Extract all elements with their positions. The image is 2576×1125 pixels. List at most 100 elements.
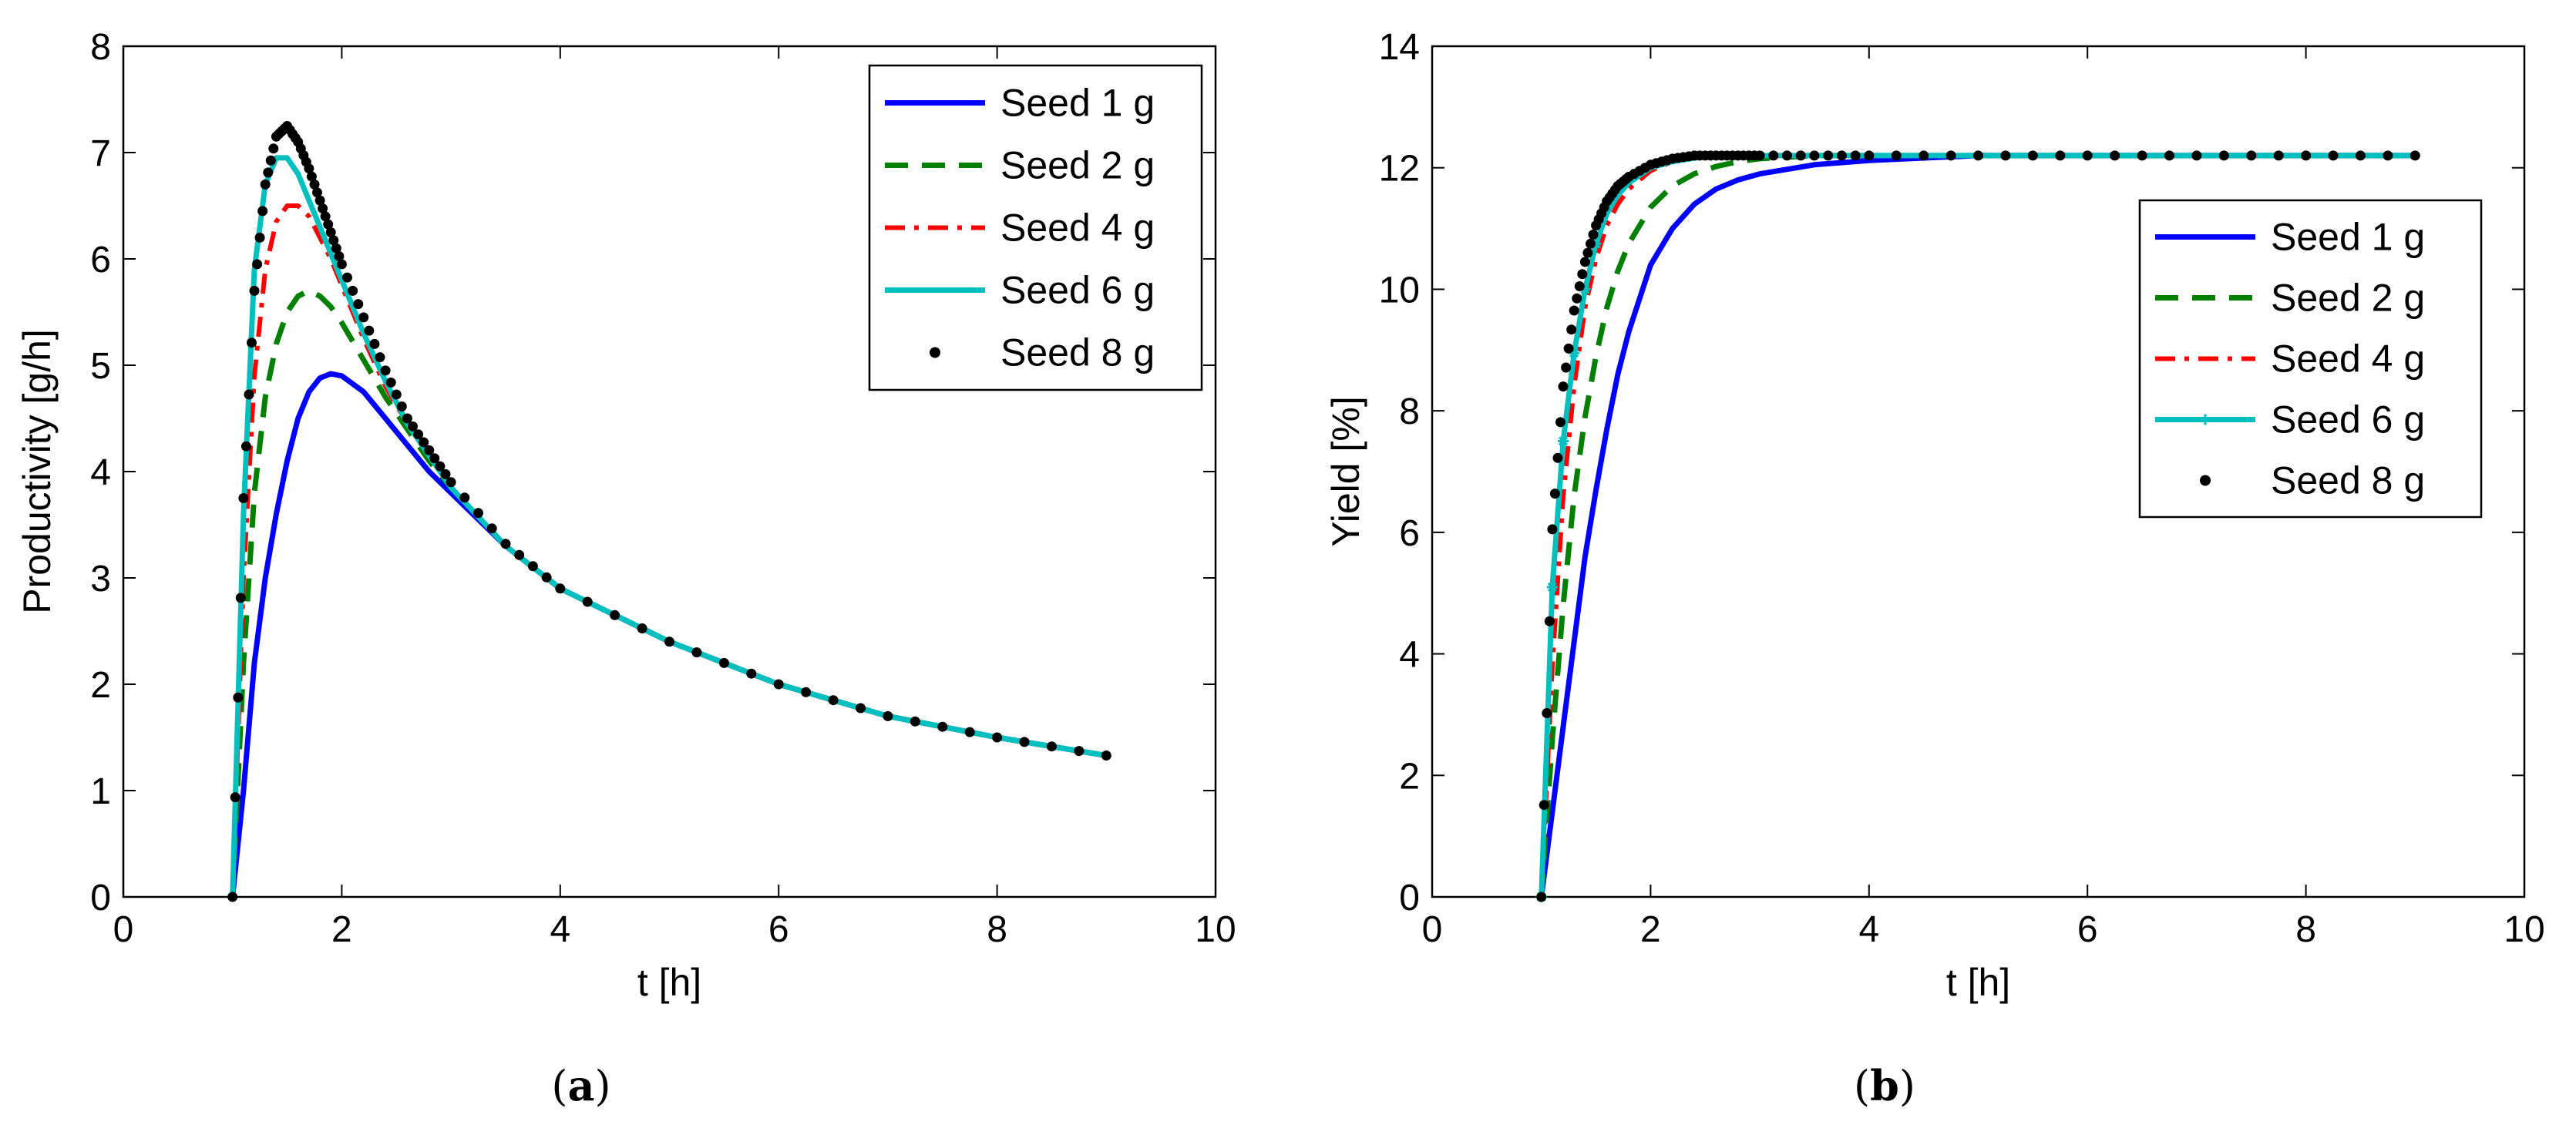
data-point bbox=[637, 623, 647, 633]
data-point bbox=[312, 187, 322, 198]
y-tick-label: 8 bbox=[90, 27, 111, 68]
data-point bbox=[2328, 150, 2339, 161]
caption-b: (b) bbox=[1854, 1061, 1915, 1110]
data-point bbox=[1539, 800, 1549, 811]
data-point bbox=[2218, 150, 2229, 161]
plot-area-frame bbox=[1431, 45, 2526, 898]
legend-swatch bbox=[2200, 475, 2211, 486]
data-point bbox=[541, 572, 552, 583]
data-point bbox=[429, 453, 440, 464]
legend-box bbox=[868, 64, 1203, 391]
data-point bbox=[353, 299, 364, 310]
data-point bbox=[440, 468, 451, 479]
data-point bbox=[610, 610, 620, 620]
y-tick-label: 2 bbox=[90, 665, 111, 706]
data-point bbox=[2110, 150, 2120, 161]
data-point bbox=[334, 251, 345, 261]
data-point bbox=[2410, 150, 2420, 161]
data-point bbox=[1919, 150, 1929, 161]
series-5 bbox=[1536, 150, 2420, 902]
data-point bbox=[257, 206, 268, 217]
data-point bbox=[2055, 150, 2066, 161]
data-point bbox=[459, 492, 470, 503]
data-point bbox=[413, 429, 424, 440]
data-point bbox=[718, 657, 729, 668]
y-tick-label: 12 bbox=[1379, 149, 1420, 190]
data-point bbox=[500, 539, 511, 549]
data-point bbox=[910, 716, 920, 727]
data-point bbox=[1549, 489, 1560, 499]
data-point bbox=[364, 325, 375, 336]
y-tick-label: 5 bbox=[90, 346, 111, 387]
data-point bbox=[2164, 150, 2174, 161]
data-point bbox=[1561, 362, 1572, 373]
data-point bbox=[1555, 417, 1565, 428]
data-point bbox=[1836, 150, 1847, 161]
data-point bbox=[1864, 150, 1875, 161]
data-point bbox=[1850, 150, 1861, 161]
legend-marker bbox=[2200, 414, 2211, 425]
data-point bbox=[318, 203, 328, 213]
data-point bbox=[2027, 150, 2038, 161]
y-tick-label: 6 bbox=[90, 240, 111, 280]
data-point bbox=[336, 259, 347, 270]
y-tick-label: 8 bbox=[1399, 391, 1420, 432]
data-point bbox=[309, 179, 320, 190]
data-point bbox=[2301, 150, 2312, 161]
caption-a: (a) bbox=[551, 1061, 610, 1110]
legend-label: Seed 4 g bbox=[1000, 207, 1155, 250]
data-point bbox=[254, 232, 265, 243]
y-axis-label: Productivity [g/h] bbox=[15, 329, 59, 614]
legend: Seed 1 g Seed 2 g Seed 4 g Seed 6 g Seed 8 g bbox=[2138, 199, 2483, 519]
data-point bbox=[2191, 150, 2202, 161]
series-2 bbox=[230, 287, 1107, 898]
y-tick-label: 3 bbox=[90, 559, 111, 599]
x-axis-label: t [h] bbox=[637, 961, 701, 1004]
series-marker bbox=[1579, 284, 1591, 295]
data-point bbox=[1558, 381, 1569, 392]
data-point bbox=[1823, 150, 1834, 161]
series-line bbox=[230, 287, 1107, 898]
data-point bbox=[2000, 150, 2011, 161]
legend-label: Seed 1 g bbox=[2271, 216, 2425, 259]
data-point bbox=[227, 892, 238, 902]
data-point bbox=[1563, 343, 1574, 354]
data-point bbox=[320, 211, 331, 222]
y-tick-label: 2 bbox=[1399, 756, 1420, 797]
legend-label: Seed 6 g bbox=[2271, 398, 2425, 442]
chart-panel-b: 0 2 4 6 8 10 0 2 4 6 8 10 12 14 t [h] Yield [%] Seed 1 g… bbox=[1324, 27, 2545, 1004]
legend-label: Seed 2 g bbox=[2271, 277, 2425, 320]
series-5 bbox=[227, 121, 1111, 902]
data-point bbox=[473, 508, 483, 519]
data-point bbox=[1019, 737, 1030, 747]
data-point bbox=[396, 401, 407, 411]
data-point bbox=[1074, 746, 1085, 757]
data-point bbox=[240, 441, 251, 452]
series-marker bbox=[1546, 581, 1558, 593]
y-tick-label: 1 bbox=[90, 771, 111, 812]
data-point bbox=[419, 437, 429, 448]
data-point bbox=[1574, 281, 1585, 291]
series-marker bbox=[1569, 348, 1580, 359]
data-point bbox=[260, 179, 271, 190]
data-point bbox=[746, 668, 757, 679]
data-point bbox=[1782, 150, 1792, 161]
data-point bbox=[1577, 269, 1588, 280]
data-point bbox=[2082, 150, 2093, 161]
data-point bbox=[342, 272, 352, 283]
x-tick-label: 2 bbox=[1640, 909, 1661, 950]
y-tick-label: 6 bbox=[1399, 513, 1420, 554]
series-line bbox=[230, 371, 1109, 900]
data-point bbox=[391, 389, 402, 400]
x-tick-label: 6 bbox=[768, 909, 789, 950]
data-point bbox=[314, 195, 325, 206]
legend: Seed 1 g Seed 2 g Seed 4 g Seed 6 g Seed 8 g bbox=[868, 64, 1203, 391]
data-point bbox=[1582, 247, 1593, 258]
data-point bbox=[1569, 305, 1579, 316]
data-point bbox=[2355, 150, 2366, 161]
data-point bbox=[691, 647, 702, 658]
data-point bbox=[1754, 150, 1765, 161]
data-point bbox=[244, 389, 254, 400]
data-point bbox=[828, 695, 839, 706]
data-point bbox=[1572, 293, 1582, 304]
